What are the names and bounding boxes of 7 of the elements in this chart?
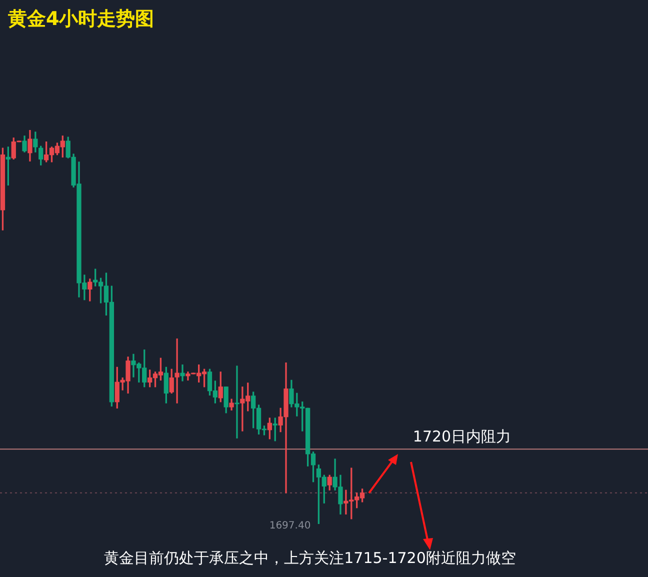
chart-title: 黄金4小时走势图 (8, 7, 154, 32)
candlestick (180, 364, 185, 382)
text: 黄金目前仍处于承压之中，上方关注1715-1720附近阻力做空 (103, 549, 517, 568)
ref-line-label: 1720日内阻力 (412, 428, 512, 446)
annotation: 1697.40 (269, 520, 311, 532)
candlestick (174, 338, 180, 404)
candlestick (234, 366, 240, 438)
